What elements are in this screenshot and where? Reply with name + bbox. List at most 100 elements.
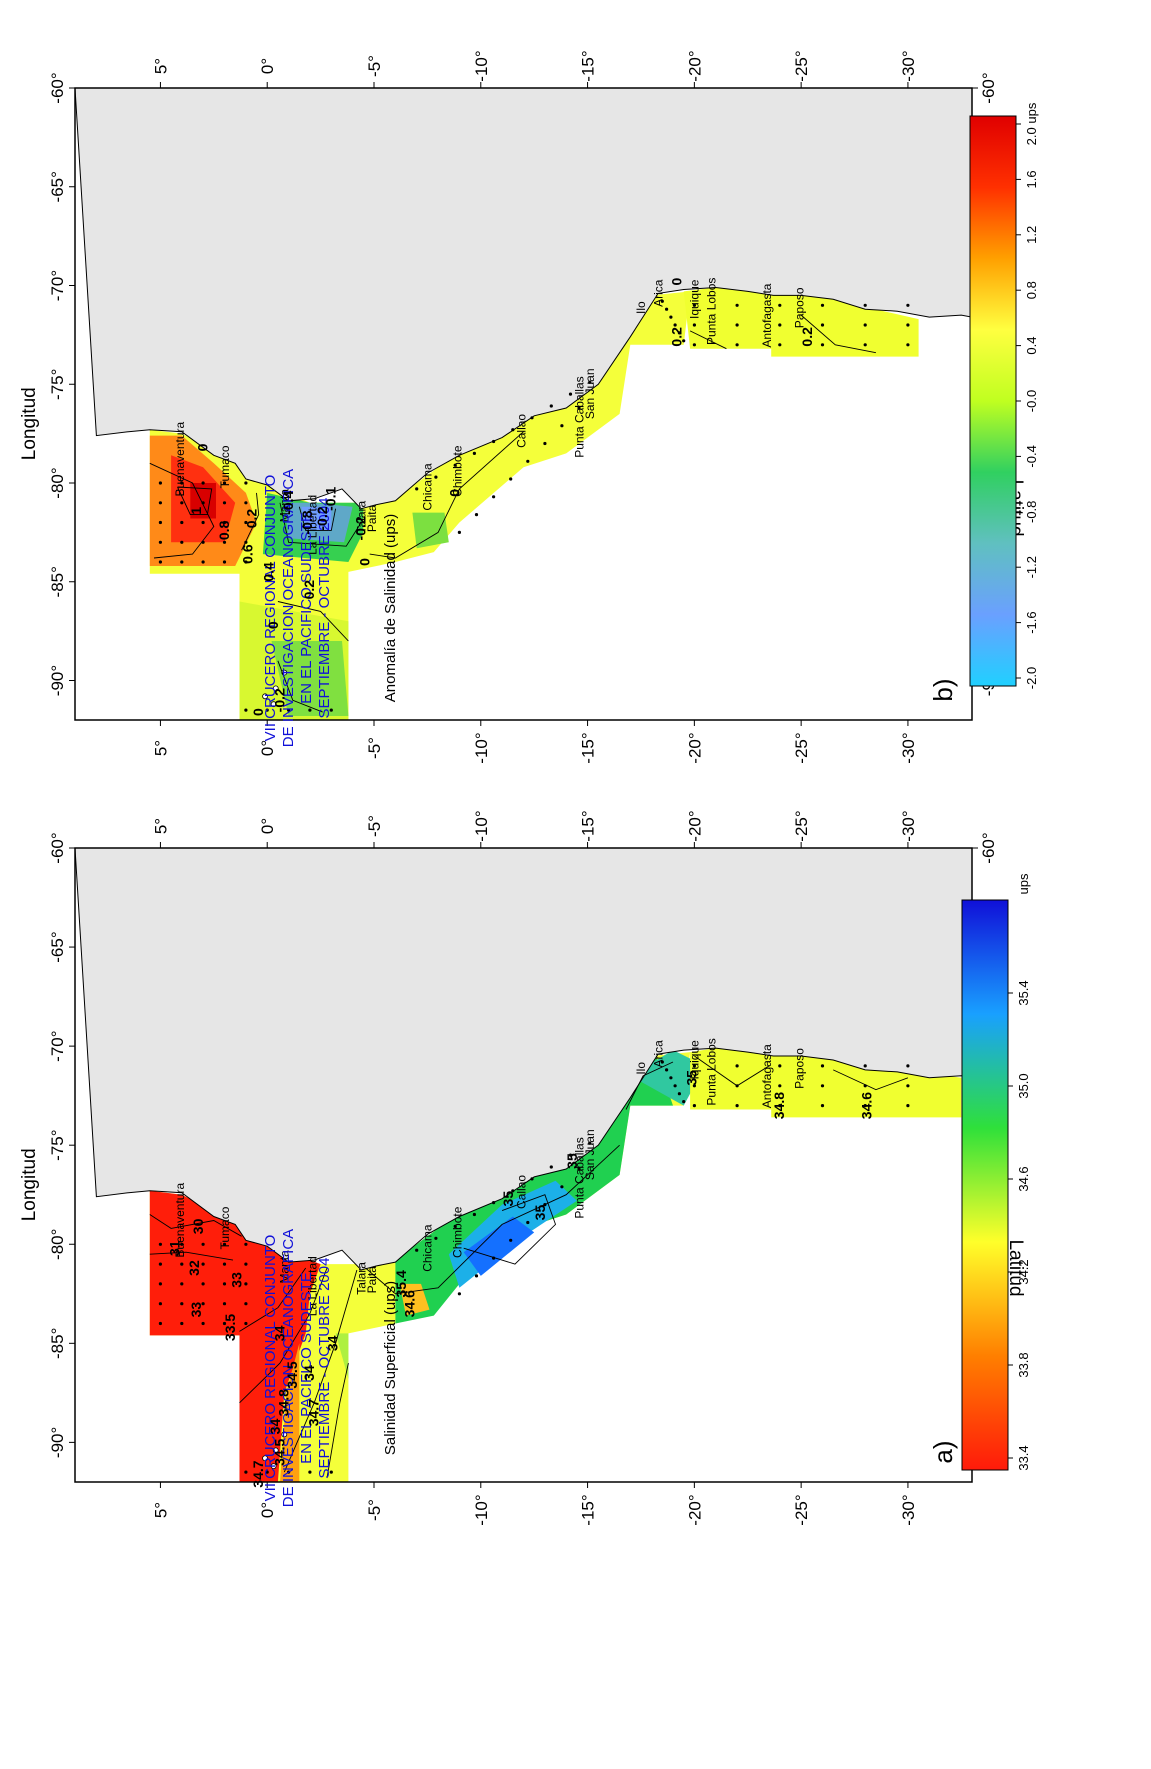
contour-line: [149, 1214, 242, 1237]
continent-land: [75, 88, 972, 510]
lon-tick-label: -60°: [979, 832, 998, 863]
station-dot: [244, 481, 248, 485]
place-name: Paita: [365, 504, 379, 532]
station-dot: [308, 1470, 312, 1474]
station-dot: [577, 1167, 581, 1171]
contour-label: 0.6: [239, 544, 255, 564]
station-dot: [201, 560, 205, 564]
contour-label: 34: [267, 1419, 283, 1435]
station-dot: [863, 343, 867, 347]
place-name: Ilo: [634, 301, 648, 314]
lat-tick-label: 0°: [258, 58, 277, 74]
station-dot: [669, 1076, 673, 1080]
place-name: Callao: [515, 1175, 529, 1209]
contour-label: 34.5: [284, 1361, 300, 1388]
cruise-title-line: EN EL PACIFICO SUDESTE: [298, 1272, 315, 1464]
station-dot: [735, 303, 739, 307]
station-dots: [158, 299, 910, 712]
station-dots: [158, 1060, 910, 1474]
lat-tick-label: -15°: [579, 1494, 598, 1525]
island: [272, 685, 279, 692]
place-name: Arica: [651, 279, 665, 307]
station-dot: [492, 495, 496, 499]
station-dot: [735, 323, 739, 327]
place-name: Chicama: [421, 463, 435, 511]
station-dot: [820, 1104, 825, 1108]
contour-label: 33: [188, 1302, 204, 1318]
lon-tick-label: -80°: [48, 467, 67, 498]
place-name: Punta Lobos: [705, 278, 719, 345]
cruise-title-line: VII CRUCERO REGIONAL CONJUNTO: [262, 475, 279, 742]
place-name: San Juan: [583, 1129, 597, 1180]
station-dot: [778, 303, 782, 307]
colorbar-tick-label: 2.0 ups: [1024, 102, 1039, 145]
lon-tick-label: -70°: [48, 270, 67, 301]
continent-land: [75, 848, 972, 1271]
station-dot: [472, 451, 476, 455]
station-dot: [474, 513, 479, 517]
station-dot: [180, 520, 184, 525]
lat-tick-label: 0°: [258, 740, 277, 756]
station-dot: [735, 1104, 739, 1108]
station-dot: [287, 1470, 291, 1474]
contour-label: 0.8: [216, 520, 232, 540]
station-dot: [682, 339, 686, 343]
colorbar-tick-label: -0.8: [1024, 501, 1039, 523]
station-dot: [530, 416, 534, 420]
lat-tick-label: -5°: [365, 1499, 384, 1521]
station-dot: [588, 380, 592, 384]
cruise-title-line: DE INVESTIGACION OCEANOGRAFICA: [280, 469, 297, 747]
lon-tick-label: -60°: [48, 832, 67, 863]
lon-tick-label: -85°: [48, 566, 67, 597]
station-dot: [244, 520, 248, 525]
place-name: Chicama: [421, 1224, 435, 1272]
station-dot: [472, 1212, 476, 1217]
station-dot: [778, 1064, 782, 1068]
island: [270, 1463, 277, 1470]
station-dot: [820, 1064, 825, 1068]
contour-label: -0.2: [271, 688, 287, 712]
station-dot: [244, 1321, 248, 1326]
station-dot: [244, 1242, 248, 1246]
station-dot: [863, 303, 867, 307]
lat-tick-label: -30°: [899, 1494, 918, 1525]
station-dot: [820, 303, 825, 307]
contour-label: 34.6: [859, 1092, 875, 1119]
station-dot: [568, 392, 573, 396]
station-dot: [677, 1092, 682, 1096]
contour-label: 0: [250, 708, 266, 716]
station-dot: [526, 459, 530, 463]
place-name: Chimbote: [451, 1206, 465, 1258]
station-dot: [222, 560, 227, 564]
station-dot: [511, 1189, 515, 1193]
contour-label: 34.8: [771, 1092, 787, 1119]
panel-letter: b): [928, 678, 958, 701]
colorbar-unit: ups: [1016, 873, 1031, 894]
colorbar-tick-label: 34.2: [1016, 1259, 1031, 1284]
station-dot: [415, 487, 419, 491]
station-dot: [906, 343, 910, 347]
station-dot: [244, 1302, 248, 1306]
station-dot: [509, 1238, 513, 1242]
station-dot: [158, 481, 162, 485]
contour-lines: [149, 1055, 909, 1479]
colorbar-tick-label: -0.4: [1024, 445, 1039, 467]
place-name: La Libertad: [305, 1256, 319, 1316]
lat-tick-label: 5°: [151, 1502, 170, 1518]
colorbar-tick-label: 35.0: [1016, 1073, 1031, 1098]
field-region: [280, 1343, 300, 1482]
station-dot: [526, 1220, 530, 1225]
contour-line: [277, 601, 349, 642]
contour-label: 34.7: [250, 1460, 266, 1487]
island: [270, 701, 277, 708]
contour-line: [463, 1194, 557, 1265]
lon-tick-label: -75°: [48, 369, 67, 400]
place-name: Punta Caballas: [572, 1137, 586, 1218]
station-dot: [692, 303, 697, 307]
contour-label: -0.8: [299, 510, 315, 534]
lon-tick-label: -65°: [48, 171, 67, 202]
contour-line: [298, 506, 337, 531]
lat-tick-label: -5°: [365, 815, 384, 837]
station-dot: [222, 540, 227, 544]
